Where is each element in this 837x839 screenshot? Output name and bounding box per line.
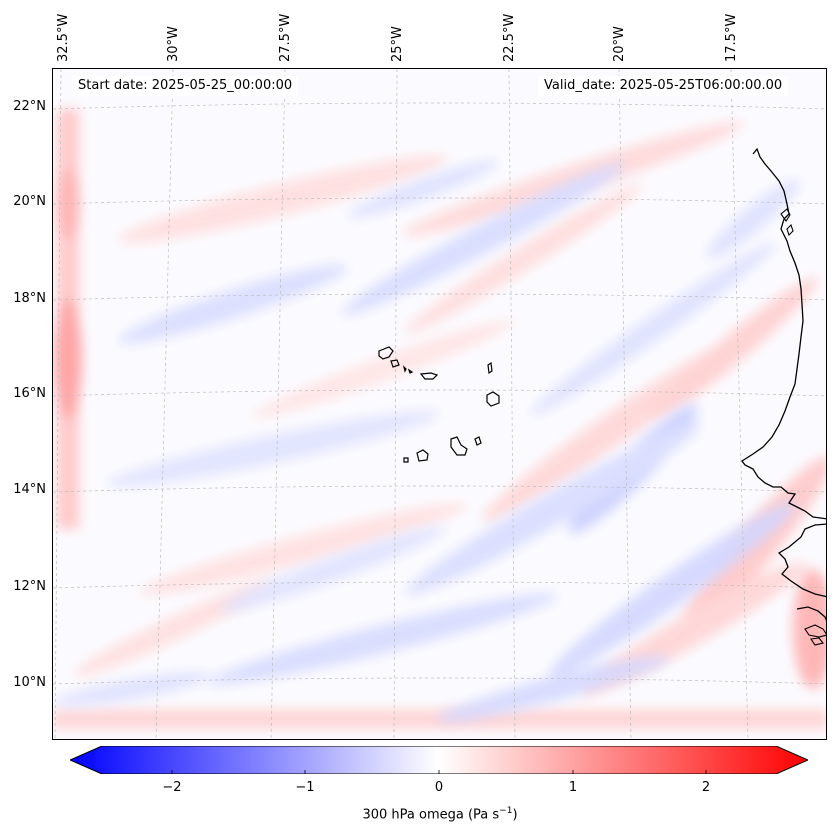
colorbar-tick-minus-2: −2 bbox=[162, 780, 182, 795]
lat-label-20n: 20°N bbox=[13, 194, 46, 209]
lat-label-14n: 14°N bbox=[13, 482, 46, 497]
start-date-label: Start date: 2025-05-25_00:00:00 bbox=[72, 76, 299, 96]
lat-label-10n: 10°N bbox=[13, 675, 46, 690]
lat-label-12n: 12°N bbox=[13, 579, 46, 594]
lon-label-25w: 25°W bbox=[390, 26, 405, 62]
colorbar bbox=[70, 746, 808, 774]
colorbar-tick-minus-1: −1 bbox=[295, 780, 315, 795]
cape-verde-islands bbox=[378, 346, 500, 463]
coast-islands bbox=[780, 208, 826, 646]
colorbar-ticks bbox=[171, 770, 707, 774]
valid-date-label: Valid_date: 2025-05-25T06:00:00.00 bbox=[538, 76, 789, 96]
omega-negative-bands bbox=[54, 160, 800, 723]
map-panel[interactable] bbox=[52, 68, 827, 740]
omega-field-map bbox=[53, 69, 826, 739]
colorbar-tick-0: 0 bbox=[434, 780, 444, 795]
lon-label-20w: 20°W bbox=[612, 26, 627, 62]
lon-label-30w: 30°W bbox=[166, 26, 181, 62]
lon-label-32-5w: 32.5°W bbox=[56, 13, 71, 62]
coastline bbox=[741, 147, 826, 621]
lon-label-22-5w: 22.5°W bbox=[502, 13, 517, 62]
colorbar-tick-1: 1 bbox=[568, 780, 578, 795]
colorbar-label: 300 hPa omega (Pa s−1) bbox=[362, 806, 518, 823]
lon-label-27-5w: 27.5°W bbox=[278, 13, 293, 62]
lat-label-18n: 18°N bbox=[13, 291, 46, 306]
lat-label-16n: 16°N bbox=[13, 386, 46, 401]
colorbar-gradient bbox=[70, 746, 808, 774]
lat-label-22n: 22°N bbox=[13, 99, 46, 114]
colorbar-tick-2: 2 bbox=[701, 780, 711, 795]
map-gridlines bbox=[53, 69, 826, 739]
lon-label-17-5w: 17.5°W bbox=[724, 13, 739, 62]
